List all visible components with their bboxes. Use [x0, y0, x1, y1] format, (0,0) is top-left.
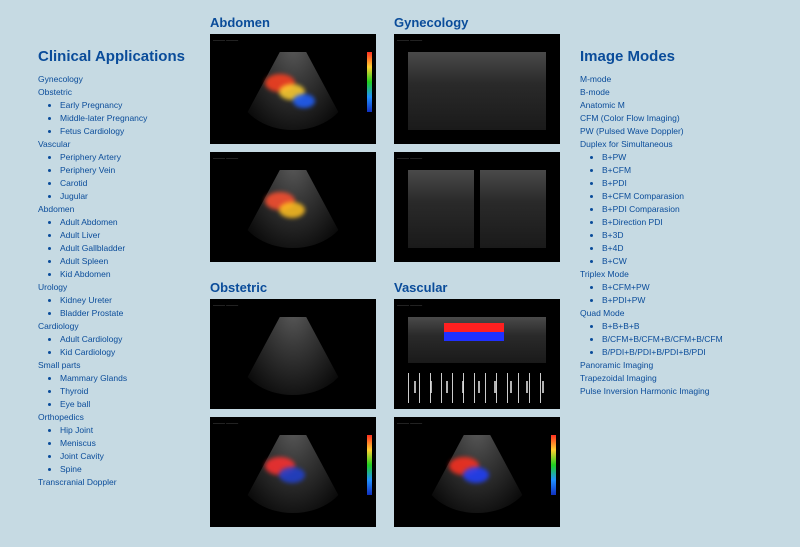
category-sublist: B+PWB+CFMB+PDIB+CFM ComparasionB+PDI Com… — [580, 151, 790, 268]
category-label: Small parts — [38, 359, 190, 372]
ultrasound-images-panel: Abdomen――― ―――――― ―――Obstetric――― ――――――… — [200, 0, 570, 547]
category-label: PW (Pulsed Wave Doppler) — [580, 125, 790, 138]
list-item: B+3D — [602, 229, 790, 242]
ultrasound-image: ――― ――― — [394, 417, 560, 527]
list-item: B+B+B+B — [602, 320, 790, 333]
image-column-left: Abdomen――― ―――――― ―――Obstetric――― ――――――… — [210, 15, 376, 537]
image-modes-title: Image Modes — [580, 48, 790, 65]
clinical-apps-title: Clinical Applications — [38, 48, 190, 65]
list-item: Eye ball — [60, 398, 190, 411]
list-item: B+PDI — [602, 177, 790, 190]
category-sublist: Kidney UreterBladder Prostate — [38, 294, 190, 320]
list-item: Kid Abdomen — [60, 268, 190, 281]
list-item: B+PW — [602, 151, 790, 164]
ultrasound-image: ――― ――― — [210, 152, 376, 262]
clinical-apps-list: GynecologyObstetricEarly PregnancyMiddle… — [38, 73, 190, 489]
category-label: CFM (Color Flow Imaging) — [580, 112, 790, 125]
category-sublist: B+CFM+PWB+PDI+PW — [580, 281, 790, 307]
image-column-right: Gynecology――― ―――――― ―――Vascular――― ――――… — [394, 15, 560, 537]
list-item: Bladder Prostate — [60, 307, 190, 320]
category-label: B-mode — [580, 86, 790, 99]
list-item: Thyroid — [60, 385, 190, 398]
list-item: B+Direction PDI — [602, 216, 790, 229]
clinical-applications-panel: Clinical Applications GynecologyObstetri… — [0, 0, 200, 547]
image-modes-list: M-modeB-modeAnatomic MCFM (Color Flow Im… — [580, 73, 790, 398]
ultrasound-image: ――― ――― — [210, 417, 376, 527]
list-item: Early Pregnancy — [60, 99, 190, 112]
list-item: Carotid — [60, 177, 190, 190]
list-item: Fetus Cardiology — [60, 125, 190, 138]
list-item: Adult Cardiology — [60, 333, 190, 346]
category-label: Transcranial Doppler — [38, 476, 190, 489]
list-item: Adult Liver — [60, 229, 190, 242]
category-label: M-mode — [580, 73, 790, 86]
category-sublist: Hip JointMeniscusJoint CavitySpine — [38, 424, 190, 476]
category-sublist: Mammary GlandsThyroidEye ball — [38, 372, 190, 411]
list-item: Jugular — [60, 190, 190, 203]
category-sublist: B+B+B+BB/CFM+B/CFM+B/CFM+B/CFMB/PDI+B/PD… — [580, 320, 790, 359]
list-item: Adult Gallbladder — [60, 242, 190, 255]
category-label: Pulse Inversion Harmonic Imaging — [580, 385, 790, 398]
category-sublist: Periphery ArteryPeriphery VeinCarotidJug… — [38, 151, 190, 203]
list-item: B/PDI+B/PDI+B/PDI+B/PDI — [602, 346, 790, 359]
list-item: Adult Abdomen — [60, 216, 190, 229]
ultrasound-image: ――― ――― — [394, 152, 560, 262]
image-group-title: Obstetric — [210, 280, 376, 295]
category-label: Trapezoidal Imaging — [580, 372, 790, 385]
list-item: B+PDI Comparasion — [602, 203, 790, 216]
list-item: Kidney Ureter — [60, 294, 190, 307]
category-label: Panoramic Imaging — [580, 359, 790, 372]
list-item: Spine — [60, 463, 190, 476]
list-item: Meniscus — [60, 437, 190, 450]
list-item: Mammary Glands — [60, 372, 190, 385]
list-item: B+CFM+PW — [602, 281, 790, 294]
category-label: Vascular — [38, 138, 190, 151]
list-item: B+CFM Comparasion — [602, 190, 790, 203]
category-sublist: Early PregnancyMiddle-later PregnancyFet… — [38, 99, 190, 138]
category-label: Anatomic M — [580, 99, 790, 112]
category-label: Obstetric — [38, 86, 190, 99]
category-label: Abdomen — [38, 203, 190, 216]
list-item: Kid Cardiology — [60, 346, 190, 359]
category-label: Gynecology — [38, 73, 190, 86]
category-sublist: Adult CardiologyKid Cardiology — [38, 333, 190, 359]
image-group-title: Gynecology — [394, 15, 560, 30]
list-item: Periphery Artery — [60, 151, 190, 164]
list-item: Adult Spleen — [60, 255, 190, 268]
category-sublist: Adult AbdomenAdult LiverAdult Gallbladde… — [38, 216, 190, 281]
category-label: Duplex for Simultaneous — [580, 138, 790, 151]
category-label: Triplex Mode — [580, 268, 790, 281]
ultrasound-image: ――― ――― — [210, 34, 376, 144]
list-item: B+PDI+PW — [602, 294, 790, 307]
list-item: Joint Cavity — [60, 450, 190, 463]
list-item: Middle-later Pregnancy — [60, 112, 190, 125]
list-item: B+4D — [602, 242, 790, 255]
list-item: B/CFM+B/CFM+B/CFM+B/CFM — [602, 333, 790, 346]
category-label: Orthopedics — [38, 411, 190, 424]
list-item: B+CFM — [602, 164, 790, 177]
ultrasound-image: ――― ――― — [210, 299, 376, 409]
category-label: Cardiology — [38, 320, 190, 333]
list-item: Hip Joint — [60, 424, 190, 437]
category-label: Quad Mode — [580, 307, 790, 320]
list-item: B+CW — [602, 255, 790, 268]
image-group-title: Abdomen — [210, 15, 376, 30]
ultrasound-image: ――― ――― — [394, 299, 560, 409]
ultrasound-image: ――― ――― — [394, 34, 560, 144]
image-modes-panel: Image Modes M-modeB-modeAnatomic MCFM (C… — [570, 0, 800, 547]
list-item: Periphery Vein — [60, 164, 190, 177]
category-label: Urology — [38, 281, 190, 294]
image-group-title: Vascular — [394, 280, 560, 295]
